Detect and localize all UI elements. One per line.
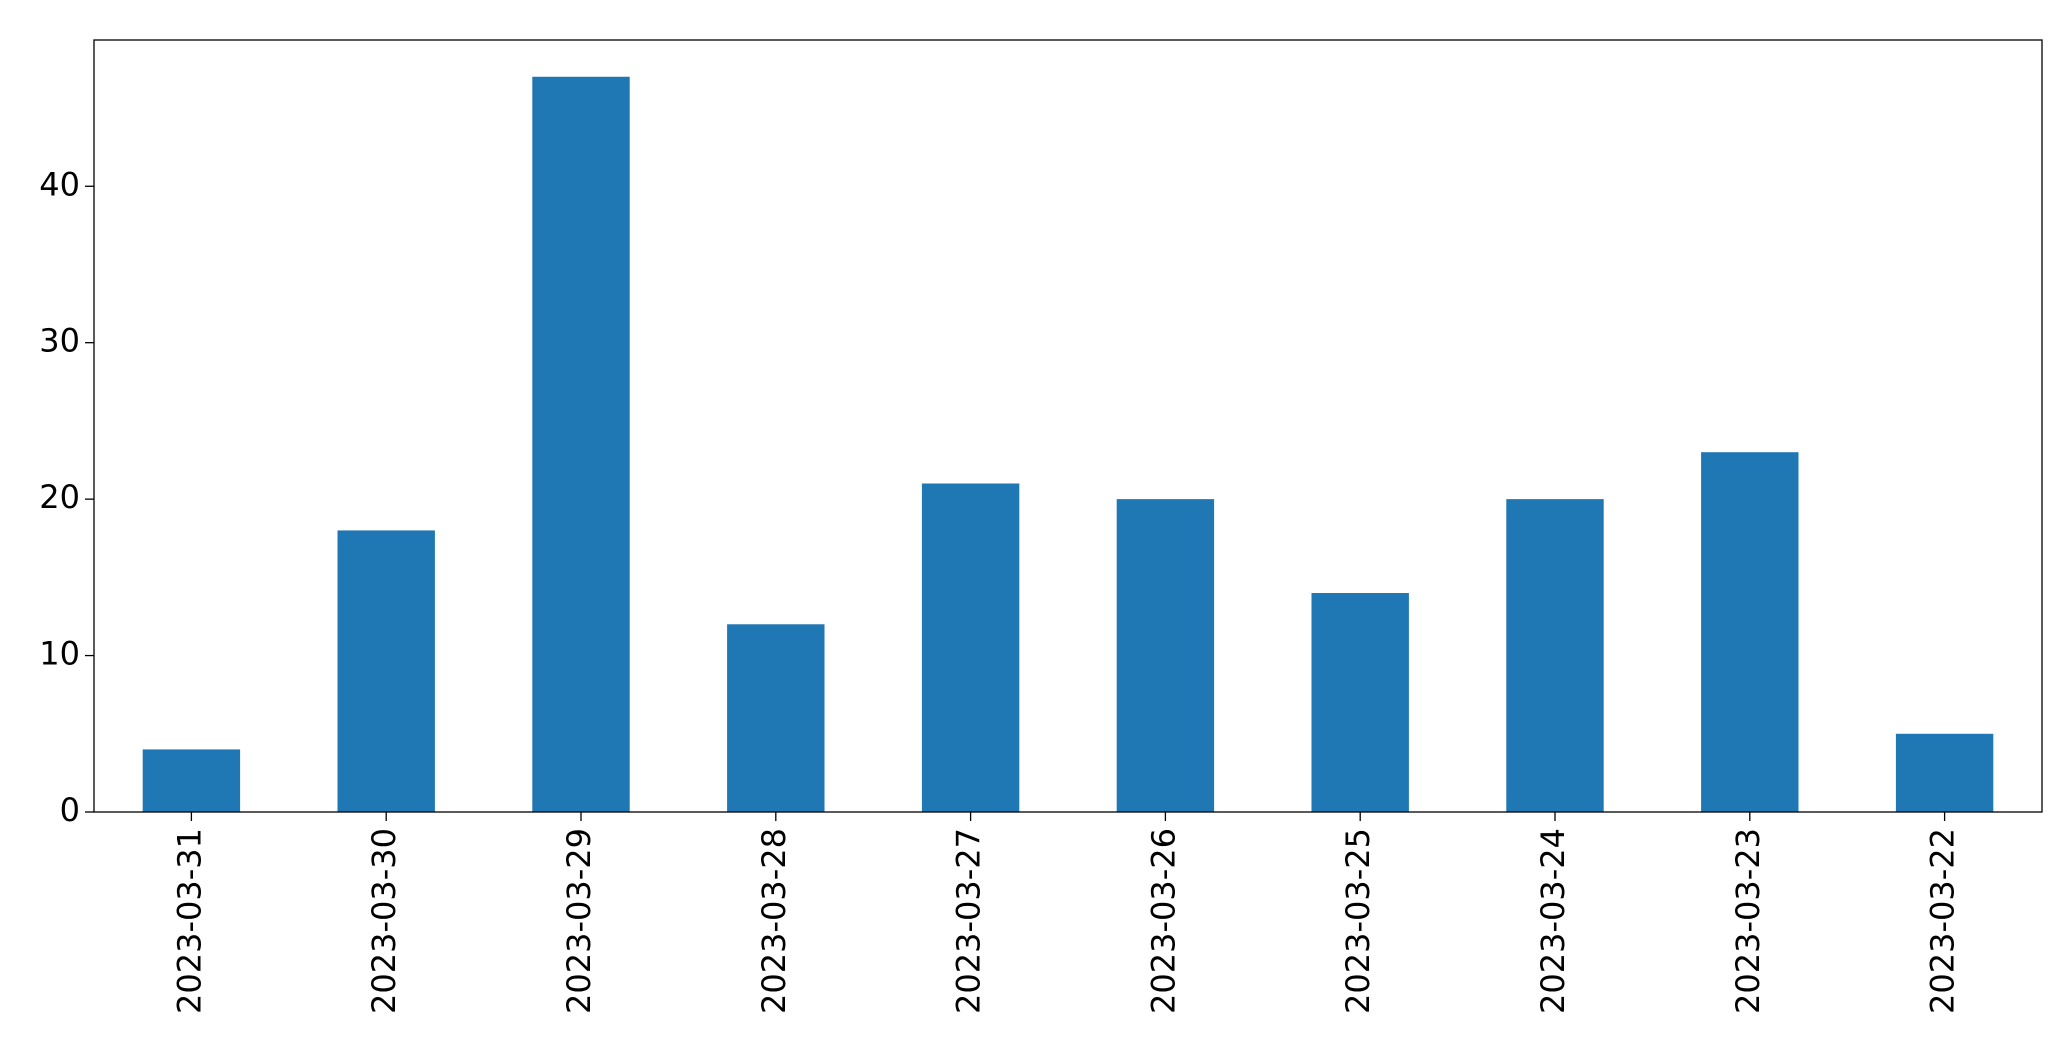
x-tick-label: 2023-03-27 <box>950 828 988 1014</box>
bar <box>142 749 241 812</box>
bar <box>1116 499 1215 812</box>
y-tick-label: 30 <box>39 322 80 360</box>
bar <box>532 76 630 812</box>
bar <box>921 483 1020 812</box>
x-tick-label: 2023-03-31 <box>170 828 208 1014</box>
x-tick-label: 2023-03-25 <box>1339 828 1377 1014</box>
bar <box>1895 733 1994 812</box>
y-tick-label: 20 <box>39 478 80 516</box>
bar <box>1701 452 1799 812</box>
x-tick-label: 2023-03-30 <box>365 828 403 1014</box>
x-tick-label: 2023-03-24 <box>1534 828 1572 1014</box>
x-tick-label: 2023-03-26 <box>1144 828 1182 1014</box>
bar <box>727 624 825 812</box>
plot-frame <box>93 39 2043 813</box>
y-tick-label: 0 <box>60 791 80 829</box>
x-tick-label: 2023-03-29 <box>560 828 598 1014</box>
x-tick-label: 2023-03-23 <box>1729 828 1767 1014</box>
bar <box>1506 499 1604 812</box>
y-tick-label: 10 <box>39 635 80 673</box>
bar <box>337 530 435 812</box>
x-tick-label: 2023-03-22 <box>1924 828 1962 1014</box>
bar <box>1311 592 1409 812</box>
x-tick-label: 2023-03-28 <box>755 828 793 1014</box>
y-tick-label: 40 <box>39 165 80 203</box>
